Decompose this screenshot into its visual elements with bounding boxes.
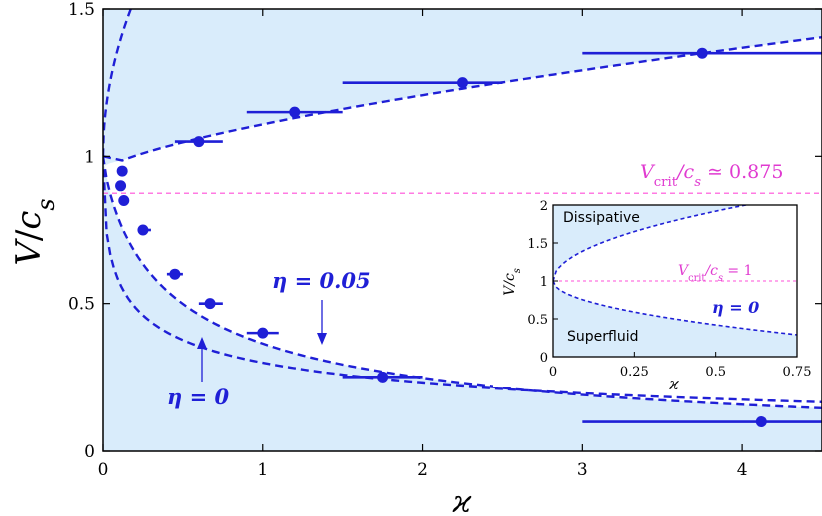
inset-y-tick-label-3: 1.5 bbox=[527, 237, 548, 252]
inset-dissipative-label: Dissipative bbox=[563, 210, 640, 226]
inset-y-tick-label-0: 0 bbox=[540, 351, 548, 366]
x-tick-label-4: 4 bbox=[737, 460, 748, 480]
data-point-1 bbox=[193, 136, 205, 148]
data-point-2 bbox=[289, 106, 301, 118]
data-point-3 bbox=[457, 77, 468, 89]
eta0-lower-curve bbox=[103, 156, 822, 403]
eta0-arrowhead bbox=[197, 337, 207, 349]
data-point-0 bbox=[116, 165, 128, 177]
x-tick-label-3: 3 bbox=[577, 460, 588, 480]
data-point-7 bbox=[137, 224, 149, 236]
inset-vcrit-label: Vcrit/cs = 1 bbox=[678, 263, 753, 284]
data-point-6 bbox=[118, 195, 130, 207]
inset-y-tick-label-2: 1 bbox=[540, 275, 548, 290]
y-tick-label-3: 1.5 bbox=[68, 0, 95, 20]
inset-x-tick-label-0: 0 bbox=[549, 365, 557, 380]
data-point-9 bbox=[204, 298, 216, 310]
x-tick-label-0: 0 bbox=[98, 460, 109, 480]
data-point-11 bbox=[377, 371, 389, 383]
y-tick-label-1: 0.5 bbox=[68, 295, 95, 315]
y-tick-label-0: 0 bbox=[84, 442, 95, 462]
eta005-label: η = 0.05 bbox=[272, 268, 371, 293]
inset-y-tick-label-4: 2 bbox=[540, 199, 548, 214]
data-point-8 bbox=[169, 268, 181, 280]
eta005-upper-curve bbox=[103, 35, 822, 162]
inset-y-axis-label: V/cs bbox=[502, 268, 523, 296]
y-axis-label: V/cs bbox=[9, 198, 60, 265]
vcrit-label: Vcrit/cs ≃ 0.875 bbox=[640, 161, 783, 190]
x-tick-label-1: 1 bbox=[257, 460, 268, 480]
inset-y-tick-label-1: 0.5 bbox=[527, 313, 548, 328]
inset-superfluid-region bbox=[553, 205, 797, 335]
inset-x-axis-label: ϰ bbox=[668, 375, 679, 393]
data-point-5 bbox=[115, 180, 127, 192]
inset-x-tick-label-2: 0.5 bbox=[705, 365, 726, 380]
inset-x-tick-label-3: 0.75 bbox=[783, 365, 812, 380]
x-axis-label: ϰ bbox=[452, 485, 472, 516]
eta0-label: η = 0 bbox=[167, 384, 229, 409]
x-tick-label-2: 2 bbox=[417, 460, 428, 480]
eta0-upper-curve bbox=[103, 9, 133, 157]
inset-lower-curve bbox=[553, 280, 797, 336]
eta005-lower-curve bbox=[103, 156, 822, 410]
data-point-12 bbox=[755, 416, 767, 428]
inset-x-tick-label-1: 0.25 bbox=[620, 365, 649, 380]
eta005-arrowhead bbox=[317, 333, 327, 345]
data-point-4 bbox=[696, 47, 708, 59]
inset-upper-curve bbox=[553, 205, 750, 282]
inset-superfluid-label: Superfluid bbox=[567, 329, 638, 345]
inset-eta0-label: η = 0 bbox=[712, 298, 759, 317]
main-frame bbox=[102, 8, 822, 452]
data-point-10 bbox=[257, 327, 269, 339]
y-tick-label-2: 1 bbox=[84, 147, 95, 167]
